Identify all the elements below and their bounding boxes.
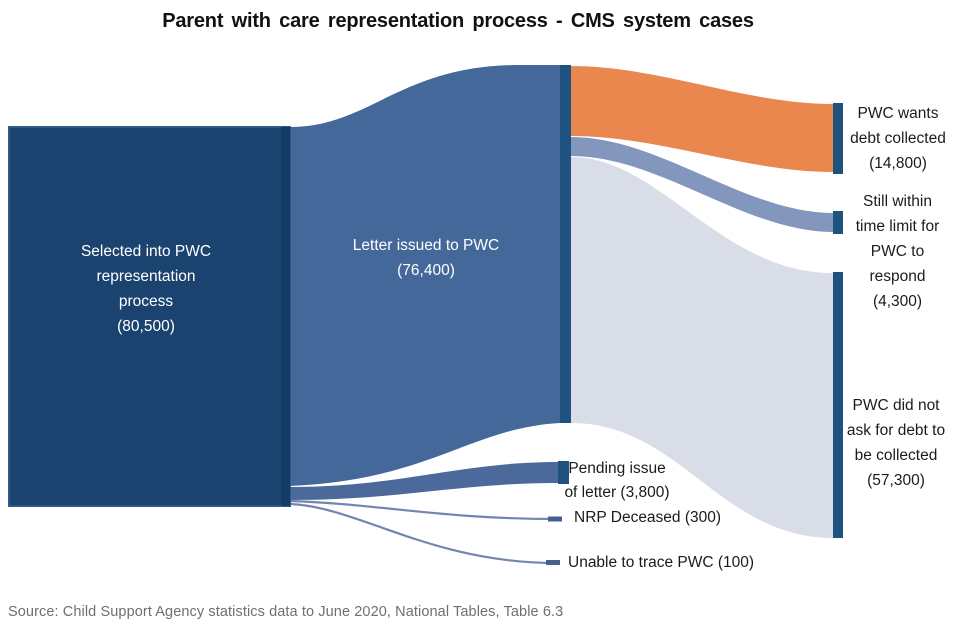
flow-pwc-wants-debt (571, 66, 833, 172)
node-still-within-limit-bar (833, 211, 843, 234)
source-note: Source: Child Support Agency statistics … (8, 604, 564, 620)
label-unable-to-trace: Unable to trace PWC (100) (568, 554, 755, 571)
node-letter-issued-bar (560, 65, 571, 423)
flow-pending-issue (290, 462, 558, 500)
label-still-within-limit: Still within time limit for PWC to respo… (855, 193, 940, 310)
node-pwc-wants-debt-bar (833, 103, 843, 174)
label-selected-into-pwc: Selected into PWC representation process… (80, 243, 212, 335)
flow-letter-issued (290, 65, 560, 486)
node-selected-into-pwc (8, 126, 291, 507)
label-nrp-deceased: NRP Deceased (300) (574, 509, 722, 526)
flow-unable-to-trace-endcap (546, 560, 560, 565)
chart-title: Parent with care representation process … (162, 10, 754, 32)
node-pwc-did-not-ask-bar (833, 272, 843, 538)
label-pwc-wants-debt: PWC wants debt collected (14,800) (850, 105, 946, 172)
flow-nrp-deceased (289, 499, 559, 521)
node-selected-into-pwc-edge (281, 127, 290, 506)
node-pending-issue-bar (558, 461, 569, 484)
label-pending-issue: Pending issue of letter (3,800) (564, 460, 670, 501)
flow-pwc-did-not-ask (571, 157, 833, 538)
label-letter-issued: Letter issued to PWC (76,400) (352, 237, 500, 279)
flow-nrp-deceased-endcap (548, 516, 562, 522)
label-pwc-did-not-ask: PWC did not ask for debt to be collected… (846, 397, 946, 489)
flow-still-within-limit (571, 137, 833, 232)
flow-unable-to-trace (289, 502, 557, 565)
